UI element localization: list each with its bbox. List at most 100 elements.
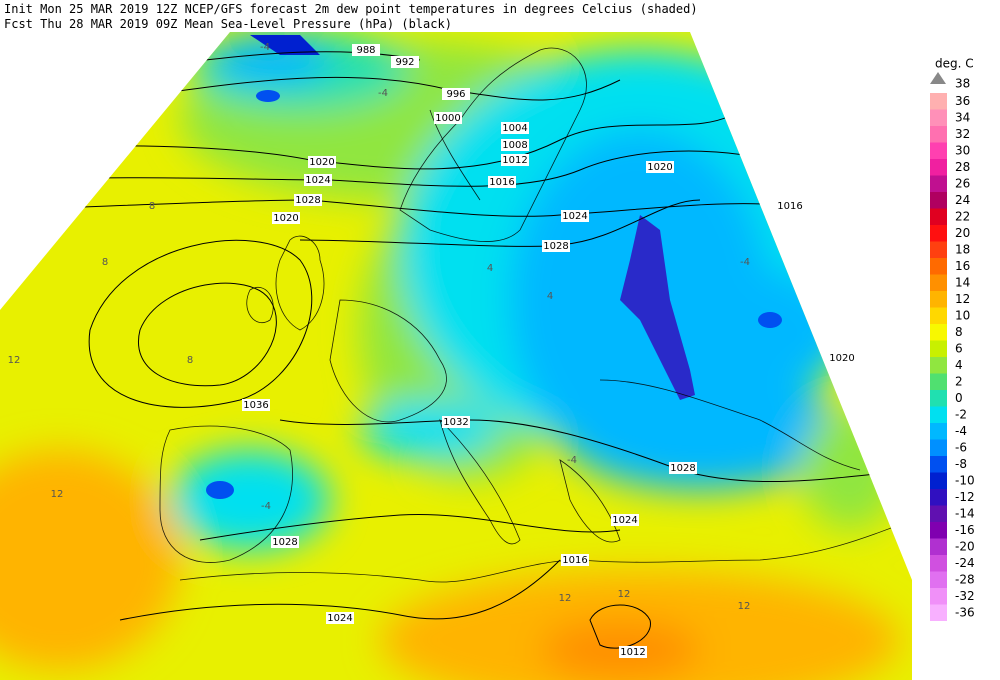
isobar-label: 996	[446, 89, 465, 100]
legend-label: -2	[955, 408, 967, 422]
legend-swatch	[930, 192, 947, 209]
legend-label: 36	[955, 94, 970, 108]
legend-swatch	[930, 142, 947, 159]
dewpoint-label: 12	[8, 355, 21, 366]
isobar-label: 1000	[435, 113, 460, 124]
isobar-label: 1008	[502, 140, 527, 151]
legend-swatch	[930, 439, 947, 456]
dewpoint-label: 12	[559, 593, 572, 604]
labels: 988 992 996 1000 1004 1008 1012 1016 1020 1024 102…	[8, 42, 856, 658]
legend-swatch	[930, 423, 947, 440]
isobar-label-bg	[434, 112, 462, 124]
header-line: Fcst Thu 28 MAR 2019 09Z Mean Sea-Level …	[4, 17, 452, 31]
legend-label: -6	[955, 441, 967, 455]
isobar-label: 1020	[647, 162, 672, 173]
isobar-label-bg	[242, 399, 270, 411]
isobar-label-bg	[391, 56, 419, 68]
legend-label: 22	[955, 210, 970, 224]
map-area	[0, 32, 912, 680]
legend-label: -12	[955, 490, 975, 504]
dewpoint-label: 12	[51, 489, 64, 500]
legend-swatch	[930, 489, 947, 506]
legend-label: 2	[955, 375, 963, 389]
legend-label: 30	[955, 144, 970, 158]
isobar-label-bg	[326, 612, 354, 624]
legend-label: -24	[955, 556, 975, 570]
legend-label: 24	[955, 193, 970, 207]
legend-label: 28	[955, 160, 970, 174]
isobar-label-bg	[542, 240, 570, 252]
dewpoint-label: 12	[738, 601, 751, 612]
isobar-label: 1028	[295, 195, 320, 206]
isobar-label-bg	[294, 194, 322, 206]
legend-swatch	[930, 93, 947, 110]
legend-swatch	[930, 159, 947, 176]
isobar-label-bg	[669, 462, 697, 474]
legend-label: 0	[955, 391, 963, 405]
legend-label: 16	[955, 259, 970, 273]
legend-swatch	[930, 324, 947, 341]
dewpoint-label: 8	[187, 355, 193, 366]
isobar-label-bg	[501, 122, 529, 134]
isobar-label: 1028	[272, 537, 297, 548]
isobar-label-bg	[501, 154, 529, 166]
legend-label: 12	[955, 292, 970, 306]
header-line: Init Mon 25 MAR 2019 12Z NCEP/GFS foreca…	[4, 2, 698, 16]
legend-swatch	[930, 588, 947, 605]
isobar-label: 1016	[562, 555, 587, 566]
isobar-label: 1020	[829, 353, 854, 364]
dewpoint-label: 8	[149, 201, 155, 212]
dewpoint-label: 4	[547, 291, 553, 302]
legend-swatch	[930, 274, 947, 291]
dewpoint-label: -4	[567, 455, 577, 466]
legend-swatch	[930, 406, 947, 423]
isobar-label: 1016	[777, 201, 802, 212]
legend-swatch	[930, 456, 947, 473]
isobar-label-bg	[488, 176, 516, 188]
legend-swatch	[930, 109, 947, 126]
legend: 363432302826242220181614121086420-2-4-6-…	[930, 93, 975, 621]
legend-label: -36	[955, 606, 975, 620]
legend-swatch	[930, 208, 947, 225]
isobar-label-bg	[442, 416, 470, 428]
isobar-label-bg	[442, 88, 470, 100]
isobar-label-bg	[304, 174, 332, 186]
legend-swatch	[930, 505, 947, 522]
isobar-label-bg	[561, 554, 589, 566]
legend-label: -16	[955, 523, 975, 537]
legend-swatch	[930, 225, 947, 242]
legend-swatch	[930, 291, 947, 308]
legend-label: -20	[955, 540, 975, 554]
legend-swatch	[930, 522, 947, 539]
legend-title: deg. C	[935, 57, 974, 71]
legend-swatch	[930, 357, 947, 374]
legend-swatch	[930, 175, 947, 192]
dewpoint-label: 12	[618, 589, 631, 600]
legend-label: -4	[955, 424, 967, 438]
isobar-label-bg	[272, 212, 300, 224]
legend-label: 8	[955, 325, 963, 339]
isobar-label-bg	[828, 352, 856, 364]
isobar-label: 1024	[612, 515, 637, 526]
legend-swatch	[930, 126, 947, 143]
legend-swatch	[930, 340, 947, 357]
isobar-label-bg	[646, 161, 674, 173]
dewpoint-label: -4	[740, 257, 750, 268]
isobar-label: 1020	[273, 213, 298, 224]
isobar-label: 1024	[327, 613, 352, 624]
isobar-label: 1024	[305, 175, 330, 186]
legend-swatch	[930, 373, 947, 390]
isobar-label: 1032	[443, 417, 468, 428]
legend-label: 20	[955, 226, 970, 240]
isobar-label: 992	[395, 57, 414, 68]
legend-swatch	[930, 258, 947, 275]
legend-swatch	[930, 390, 947, 407]
isobar-label: 988	[356, 45, 375, 56]
isobar-label-bg	[271, 536, 299, 548]
legend-label: 34	[955, 111, 970, 125]
legend-label: 18	[955, 243, 970, 257]
isobar-label-bg	[776, 200, 804, 212]
isobar-label-bg	[619, 646, 647, 658]
isobar-label: 1036	[243, 400, 268, 411]
